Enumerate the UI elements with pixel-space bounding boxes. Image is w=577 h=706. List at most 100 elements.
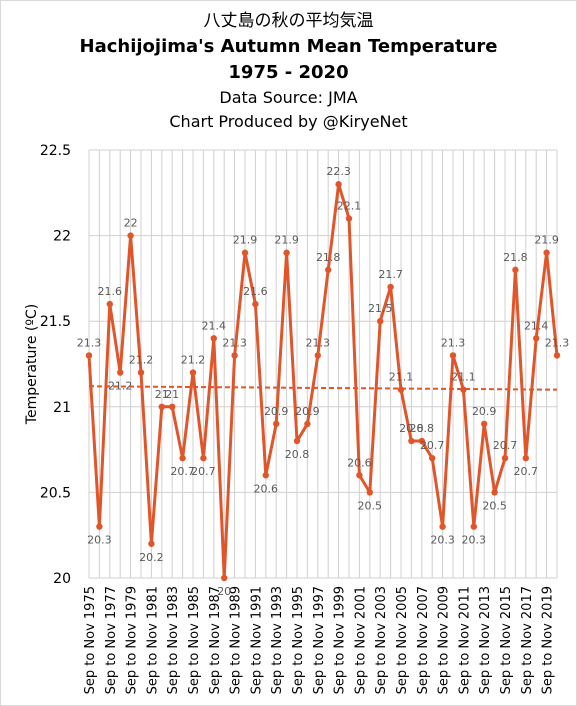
data-label: 20.5 (482, 499, 507, 512)
data-point (325, 266, 332, 274)
y-tick-label: 22.5 (40, 143, 71, 159)
data-point (512, 266, 519, 274)
x-tick-label: Sep to Nov 2005 (395, 586, 410, 694)
data-label: 21.6 (243, 285, 268, 298)
x-tick-label: Sep to Nov 2015 (499, 586, 514, 694)
data-label: 21.5 (368, 302, 393, 315)
data-label: 21.8 (503, 251, 528, 264)
data-label: 20.9 (295, 405, 320, 418)
data-label: 20.6 (347, 456, 372, 469)
data-label: 22.3 (326, 165, 351, 178)
data-label: 20.3 (87, 534, 112, 547)
gridlines (88, 149, 558, 579)
linear-trendline (88, 385, 558, 391)
data-label: 21.6 (98, 285, 123, 298)
data-label: 21.2 (181, 354, 206, 367)
data-label: 21.3 (306, 336, 331, 349)
data-points (85, 181, 561, 582)
data-label: 22 (124, 217, 138, 230)
data-label: 20.7 (191, 465, 216, 478)
data-label: 20.5 (358, 499, 383, 512)
title-japanese: 八丈島の秋の平均気温 (203, 11, 374, 31)
data-point (85, 352, 93, 359)
x-tick-label: Sep to Nov 1987 (208, 586, 223, 694)
data-label: 21.3 (545, 336, 570, 349)
chart-title: Hachijojima's Autumn Mean Temperature (79, 36, 498, 57)
data-label: 20.8 (285, 448, 310, 461)
data-point (377, 318, 384, 325)
data-point (335, 181, 342, 188)
data-label: 21.3 (222, 336, 247, 349)
data-label: 21 (165, 388, 179, 401)
data-label: 21.9 (274, 234, 299, 247)
x-tick-label: Sep to Nov 2009 (437, 586, 452, 694)
chart-titles: 八丈島の秋の平均気温 Hachijojima's Autumn Mean Tem… (0, 8, 577, 134)
data-point (501, 454, 509, 462)
x-tick-label: Sep to Nov 1983 (166, 586, 181, 694)
data-point (252, 300, 259, 308)
data-label: 21.4 (524, 319, 549, 332)
data-source: Data Source: JMA (219, 88, 358, 107)
data-label: 20.7 (493, 439, 518, 452)
data-point (241, 249, 249, 256)
data-point (189, 369, 197, 376)
data-point (408, 437, 415, 445)
data-point (314, 352, 321, 359)
data-point (137, 369, 145, 376)
x-tick-label: Sep to Nov 1979 (125, 586, 140, 694)
data-label: 20.8 (410, 422, 435, 435)
data-point (553, 352, 561, 359)
data-point (418, 437, 425, 445)
data-point (429, 454, 436, 462)
x-tick-label: Sep to Nov 1985 (187, 586, 202, 694)
data-point (491, 489, 498, 496)
data-label: 21.1 (451, 371, 476, 384)
y-tick-label: 20.5 (40, 485, 71, 501)
data-label: 21.9 (534, 234, 559, 247)
y-tick-label: 22 (53, 229, 71, 245)
data-point (304, 420, 311, 428)
data-label: 21 (155, 388, 169, 401)
data-point (169, 403, 176, 410)
data-point (221, 574, 228, 582)
data-label: 20.2 (139, 551, 164, 564)
data-point (210, 335, 217, 342)
data-label: 20.3 (462, 534, 487, 547)
data-label: 21.9 (233, 234, 258, 247)
x-axis-ticks: Sep to Nov 1975 Sep to Nov 1977 Sep to Nov… (83, 586, 556, 694)
y-axis-ticks: 20 20.5 21 21.5 22 22.5 (40, 143, 71, 587)
data-point (158, 403, 165, 410)
x-tick-label: Sep to Nov 2001 (353, 586, 368, 694)
x-tick-label: Sep to Nov 2017 (520, 586, 535, 694)
x-tick-label: Sep to Nov 1995 (291, 586, 306, 694)
data-label: 20.7 (170, 465, 195, 478)
data-point (356, 472, 363, 479)
data-label: 20.3 (430, 534, 455, 547)
data-point (283, 249, 290, 256)
data-point (117, 369, 124, 376)
data-label: 20.9 (472, 405, 497, 418)
y-tick-label: 21 (53, 400, 71, 416)
data-label: 20.7 (514, 465, 539, 478)
data-point (262, 472, 269, 479)
y-tick-label: 21.5 (40, 314, 71, 330)
x-tick-label: Sep to Nov 1993 (270, 586, 285, 694)
data-point (293, 437, 301, 445)
data-label: 20.7 (420, 439, 445, 452)
x-tick-label: Sep to Nov 1991 (249, 586, 264, 694)
data-point (179, 454, 186, 462)
x-tick-label: Sep to Nov 2007 (416, 586, 431, 694)
data-point (96, 523, 103, 530)
x-tick-label: Sep to Nov 2013 (478, 586, 493, 694)
data-label: 21.2 (129, 354, 154, 367)
data-label: 21.1 (389, 371, 414, 384)
data-label: 20.9 (264, 405, 289, 418)
data-point (148, 540, 155, 547)
data-label: 21.4 (202, 319, 227, 332)
y-tick-label: 20 (53, 571, 71, 587)
series-line (87, 182, 559, 580)
x-tick-label: Sep to Nov 1989 (229, 586, 244, 694)
data-point (127, 232, 134, 239)
y-axis-label: Temperature (ºC) (24, 304, 40, 425)
